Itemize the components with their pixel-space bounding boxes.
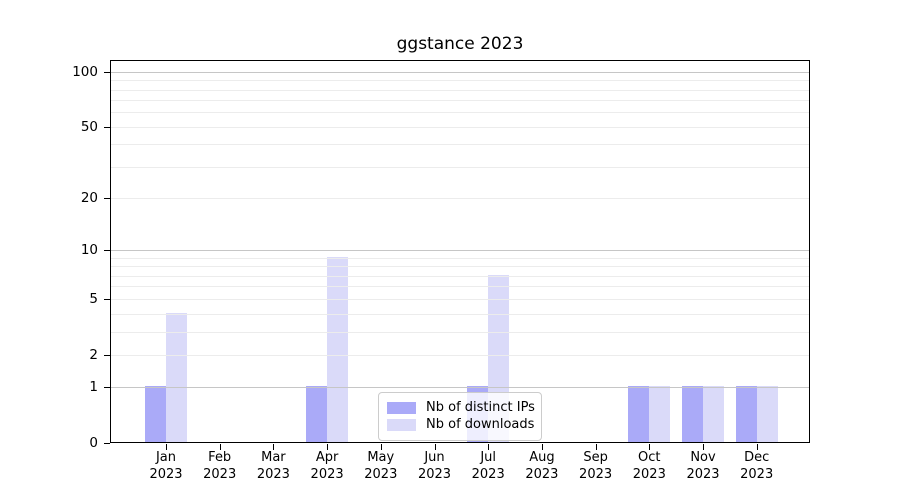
y-tick-label-1: 1	[89, 379, 98, 396]
legend-swatch-downloads	[387, 418, 416, 431]
x-tick-label-apr: Apr 2023	[310, 450, 344, 482]
y-tick-100	[104, 71, 110, 73]
y-tick-label-0: 0	[89, 435, 98, 451]
gridline-minor-8	[111, 266, 809, 268]
x-tick-sep	[595, 444, 597, 450]
bar-distinct-ips-jan	[145, 386, 166, 442]
x-tick-may	[380, 444, 382, 450]
x-tick-label-jul: Jul 2023	[471, 450, 505, 482]
x-tick-oct	[649, 444, 651, 450]
gridline-minor-4	[111, 313, 809, 315]
x-tick-jul	[488, 444, 490, 450]
bar-downloads-dec	[756, 386, 778, 442]
gridline-minor-80	[111, 89, 809, 91]
x-tick-nov	[703, 444, 704, 450]
gridline-minor-90	[111, 80, 809, 82]
x-tick-label-mar: Mar 2023	[256, 450, 290, 482]
gridline-minor-30	[111, 166, 809, 168]
gridline-major-100	[111, 71, 809, 73]
y-tick-1	[104, 387, 110, 389]
x-tick-label-sep: Sep 2023	[579, 450, 613, 482]
gridline-minor-5	[111, 298, 809, 300]
legend-item-downloads: Nb of downloads	[387, 417, 535, 432]
gridline-minor-3	[111, 331, 809, 333]
y-tick-10	[104, 250, 110, 252]
plot-area	[110, 60, 810, 443]
x-tick-feb	[219, 444, 221, 450]
x-tick-apr	[327, 444, 329, 450]
gridline-minor-20	[111, 198, 809, 200]
y-tick-2	[104, 354, 110, 356]
gridline-minor-60	[111, 112, 809, 114]
x-tick-jun	[434, 444, 436, 450]
bar-distinct-ips-oct	[628, 386, 650, 442]
bar-distinct-ips-apr	[306, 386, 328, 442]
y-tick-50	[104, 126, 110, 128]
y-tick-label-20: 20	[80, 190, 98, 207]
y-tick-0	[104, 443, 110, 444]
bar-downloads-apr	[327, 256, 349, 442]
x-tick-jan	[166, 444, 167, 450]
x-tick-label-oct: Oct 2023	[632, 450, 666, 482]
bar-downloads-nov	[703, 386, 724, 442]
legend: Nb of distinct IPs Nb of downloads	[378, 392, 542, 441]
gridline-major-1	[111, 387, 809, 389]
y-tick-label-5: 5	[89, 290, 98, 307]
gridline-minor-40	[111, 144, 809, 146]
y-tick-label-50: 50	[80, 118, 98, 135]
legend-swatch-distinct-ips	[387, 401, 416, 414]
gridline-minor-70	[111, 100, 809, 102]
x-tick-label-dec: Dec 2023	[740, 450, 774, 482]
y-tick-20	[104, 198, 110, 200]
y-tick-label-2: 2	[89, 346, 98, 363]
gridline-minor-6	[111, 286, 809, 288]
x-tick-label-may: May 2023	[364, 450, 398, 482]
legend-label-downloads: Nb of downloads	[426, 417, 535, 432]
x-tick-label-aug: Aug 2023	[525, 450, 559, 482]
bar-downloads-jan	[166, 312, 187, 442]
gridline-minor-2	[111, 354, 809, 356]
gridline-minor-9	[111, 257, 809, 259]
gridline-major-10	[111, 250, 809, 252]
bar-distinct-ips-nov	[682, 386, 703, 442]
x-tick-label-jan: Jan 2023	[149, 450, 183, 482]
bar-downloads-oct	[649, 386, 671, 442]
x-tick-aug	[541, 444, 543, 450]
x-tick-label-feb: Feb 2023	[203, 450, 237, 482]
bar-distinct-ips-dec	[735, 386, 757, 442]
y-tick-5	[104, 298, 110, 300]
x-tick-dec	[756, 444, 758, 450]
x-tick-label-jun: Jun 2023	[417, 450, 452, 482]
x-tick-label-nov: Nov 2023	[686, 450, 720, 482]
chart-title: ggstance 2023	[396, 34, 524, 54]
legend-label-distinct-ips: Nb of distinct IPs	[426, 400, 535, 415]
x-tick-mar	[273, 444, 275, 450]
gridline-minor-7	[111, 275, 809, 277]
legend-item-distinct-ips: Nb of distinct IPs	[387, 400, 535, 415]
gridline-minor-50	[111, 126, 809, 128]
y-tick-label-10: 10	[80, 242, 98, 259]
y-tick-label-100: 100	[72, 63, 98, 80]
